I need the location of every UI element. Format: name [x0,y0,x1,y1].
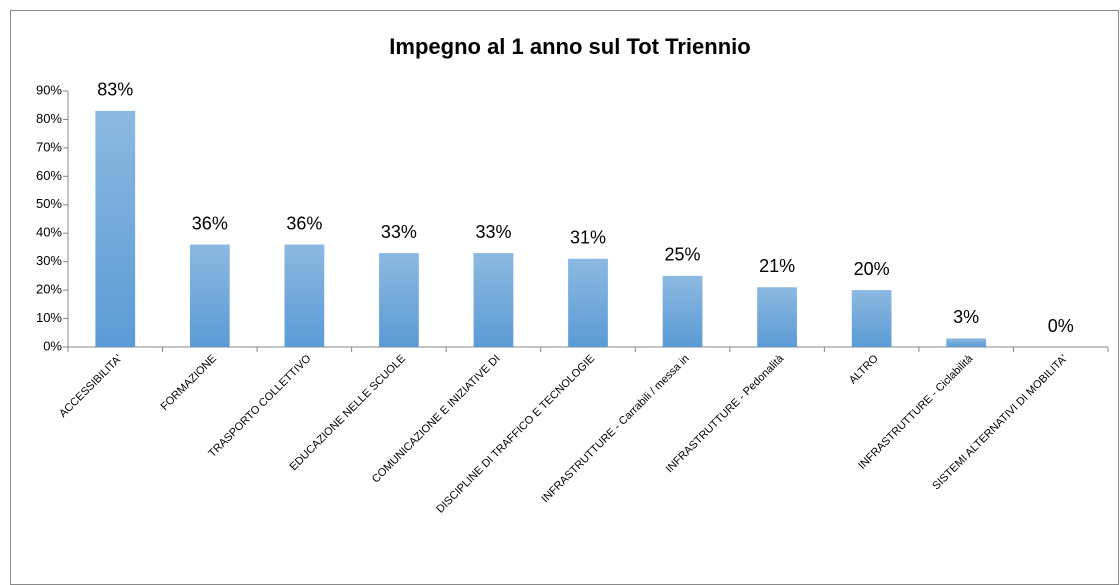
value-label: 25% [665,245,701,265]
y-tick-label: 40% [36,225,62,240]
bar-shade [189,244,230,347]
bar-shade [757,287,797,347]
bar-shade [662,275,703,347]
bar-shade [473,253,514,347]
y-tick-label: 80% [36,111,62,126]
value-label: 33% [475,222,511,242]
bar-shade [379,253,419,347]
value-label: 33% [381,222,417,242]
bar-shade [946,338,987,347]
value-label: 21% [759,256,795,276]
y-tick-label: 60% [36,168,62,183]
bar-shade [568,258,608,347]
value-label: 3% [953,307,979,327]
value-label: 20% [854,259,890,279]
chart-title: Impegno al 1 anno sul Tot Triennio [389,34,750,59]
value-label: 31% [570,228,606,248]
y-tick-label: 30% [36,253,62,268]
bar-shade [851,290,892,347]
y-tick-label: 50% [36,196,62,211]
y-tick-label: 20% [36,282,62,297]
bar-shade [284,244,325,347]
y-tick-label: 70% [36,139,62,154]
y-tick-label: 0% [43,338,62,353]
y-tick-label: 90% [36,82,62,97]
y-tick-label: 10% [36,310,62,325]
bar-shade [95,110,136,348]
value-label: 36% [286,213,322,233]
value-label: 83% [97,80,133,100]
value-label: 36% [192,213,228,233]
chart-border [10,10,1119,585]
value-label: 0% [1048,316,1074,336]
